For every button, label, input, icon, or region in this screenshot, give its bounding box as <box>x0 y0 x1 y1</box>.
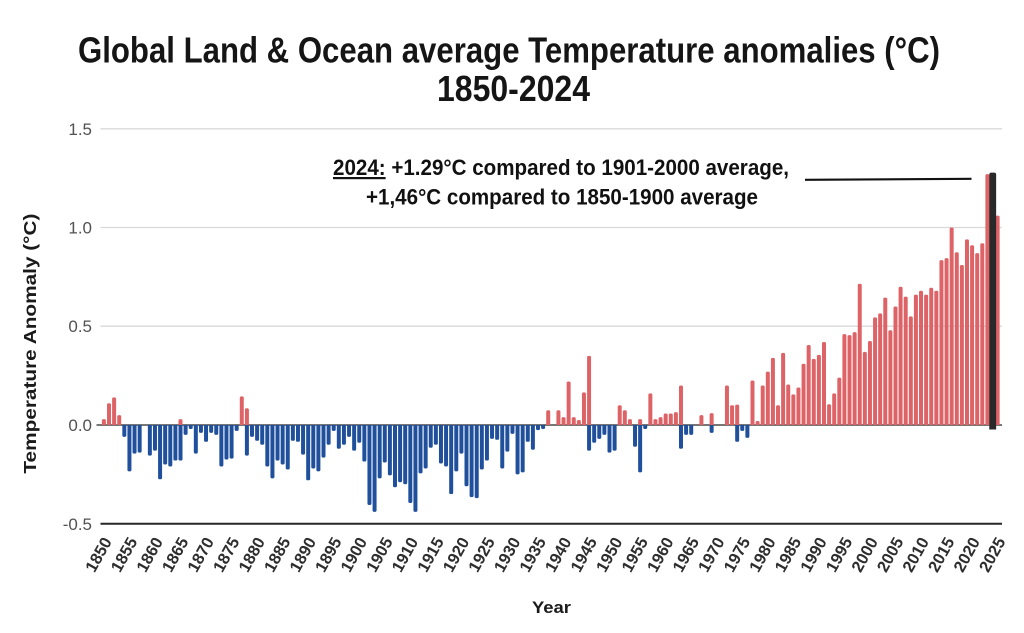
svg-text:-0.5: -0.5 <box>63 515 92 534</box>
svg-text:1.0: 1.0 <box>68 219 92 238</box>
svg-text:Global Land & Ocean average Te: Global Land & Ocean average Temperature … <box>78 30 940 71</box>
svg-text:Year: Year <box>532 598 571 617</box>
svg-text:1850-2024: 1850-2024 <box>437 68 590 109</box>
svg-text:0.5: 0.5 <box>68 317 92 336</box>
svg-text:2024: +1.29°C compared to 1901: 2024: +1.29°C compared to 1901-2000 aver… <box>333 155 789 180</box>
svg-text:+1,46°C compared to 1850-1900: +1,46°C compared to 1850-1900 average <box>366 185 758 210</box>
svg-text:Temperature Anomaly (°C): Temperature Anomaly (°C) <box>20 214 40 474</box>
svg-text:0.0: 0.0 <box>68 416 92 435</box>
svg-text:1.5: 1.5 <box>68 120 92 139</box>
